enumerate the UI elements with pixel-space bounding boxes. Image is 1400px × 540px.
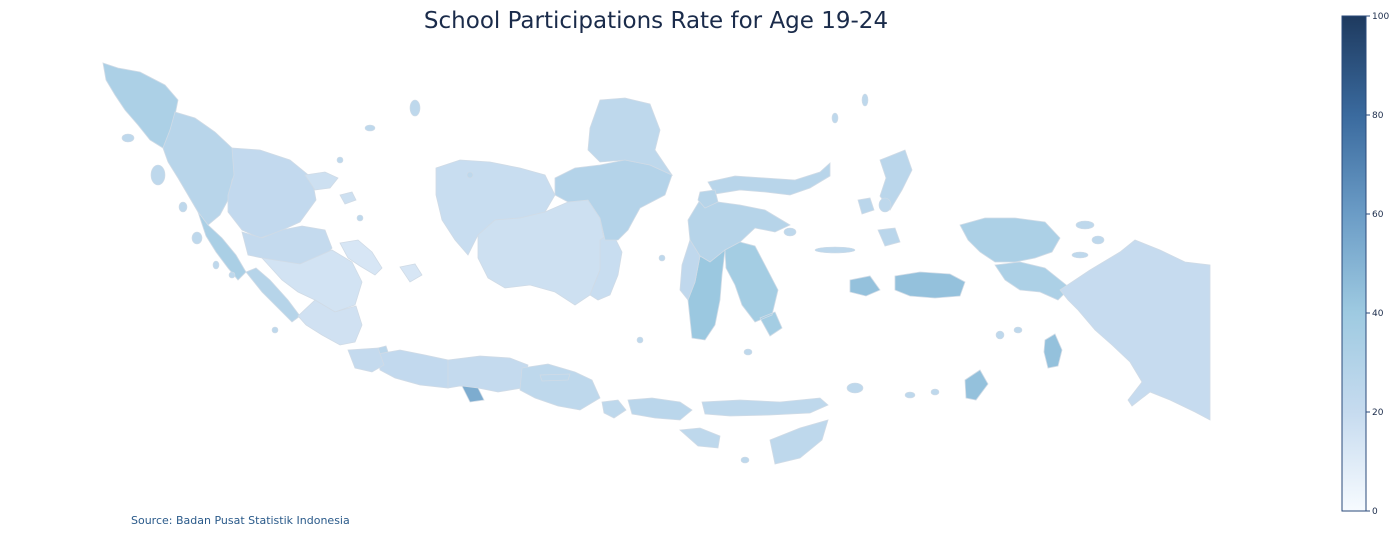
region-east-nusa-tenggara bbox=[679, 397, 829, 465]
colorbar-tick-label: 0 bbox=[1372, 507, 1378, 517]
islet bbox=[1071, 251, 1089, 259]
region-west-nusa-tenggara bbox=[627, 397, 693, 421]
islet bbox=[178, 201, 188, 213]
colorbar-tick-label: 100 bbox=[1372, 12, 1389, 22]
islet bbox=[228, 271, 236, 279]
islet bbox=[658, 254, 666, 262]
islet bbox=[846, 382, 864, 394]
islet bbox=[814, 246, 856, 254]
region-east-kalimantan bbox=[554, 159, 673, 241]
islet bbox=[831, 112, 839, 124]
chart-title: School Participations Rate for Age 19-24 bbox=[423, 8, 889, 34]
colorbar-tick-label: 40 bbox=[1372, 309, 1384, 319]
region-maluku bbox=[849, 271, 1063, 401]
islet bbox=[121, 133, 135, 143]
region-north-kalimantan bbox=[587, 97, 674, 176]
islet bbox=[150, 164, 166, 186]
region-west-sumatra bbox=[197, 211, 247, 281]
colorbar-tick-label: 80 bbox=[1372, 111, 1384, 121]
colorbar-tick-label: 20 bbox=[1372, 408, 1384, 418]
islet bbox=[861, 93, 869, 107]
region-riau bbox=[227, 147, 317, 239]
region-papua bbox=[1059, 239, 1211, 421]
region-lampung bbox=[297, 299, 363, 346]
colorbar-tick-label: 60 bbox=[1372, 210, 1384, 220]
region-bali bbox=[601, 399, 627, 419]
region-north-sulawesi bbox=[707, 162, 831, 196]
islet bbox=[212, 260, 220, 270]
region-gorontalo bbox=[697, 189, 719, 209]
islet bbox=[904, 391, 916, 399]
islet bbox=[1075, 220, 1095, 230]
islet bbox=[740, 456, 750, 464]
region-west-java bbox=[377, 349, 449, 389]
region-bangka-belitung bbox=[339, 239, 423, 283]
region-east-java bbox=[519, 363, 601, 411]
choropleth-map bbox=[102, 62, 1211, 465]
islet bbox=[930, 388, 940, 396]
region-banten bbox=[347, 347, 385, 373]
islet bbox=[364, 124, 376, 132]
region-west-sulawesi bbox=[679, 239, 701, 301]
islet bbox=[336, 156, 344, 164]
islet bbox=[783, 227, 797, 237]
islet bbox=[878, 197, 892, 213]
islet bbox=[409, 99, 421, 117]
islet bbox=[356, 214, 364, 222]
region-west-papua bbox=[959, 217, 1071, 301]
region-southeast-sulawesi bbox=[724, 241, 783, 337]
islet bbox=[271, 326, 279, 334]
colorbar: 0 20 40 60 80 100 bbox=[1341, 12, 1389, 517]
source-note: Source: Badan Pusat Statistik Indonesia bbox=[131, 514, 350, 527]
region-south-sumatra bbox=[260, 249, 363, 313]
islet bbox=[1013, 326, 1023, 334]
region-aceh bbox=[102, 62, 179, 149]
islet bbox=[743, 348, 753, 356]
islet bbox=[191, 231, 203, 245]
region-central-java bbox=[447, 355, 529, 393]
region-di-yogyakarta bbox=[461, 385, 485, 403]
region-riau-islands bbox=[304, 171, 357, 205]
islet bbox=[466, 171, 474, 179]
islet bbox=[995, 330, 1005, 340]
islet bbox=[1091, 235, 1105, 245]
islet bbox=[636, 336, 644, 344]
colorbar-gradient bbox=[1341, 15, 1367, 512]
